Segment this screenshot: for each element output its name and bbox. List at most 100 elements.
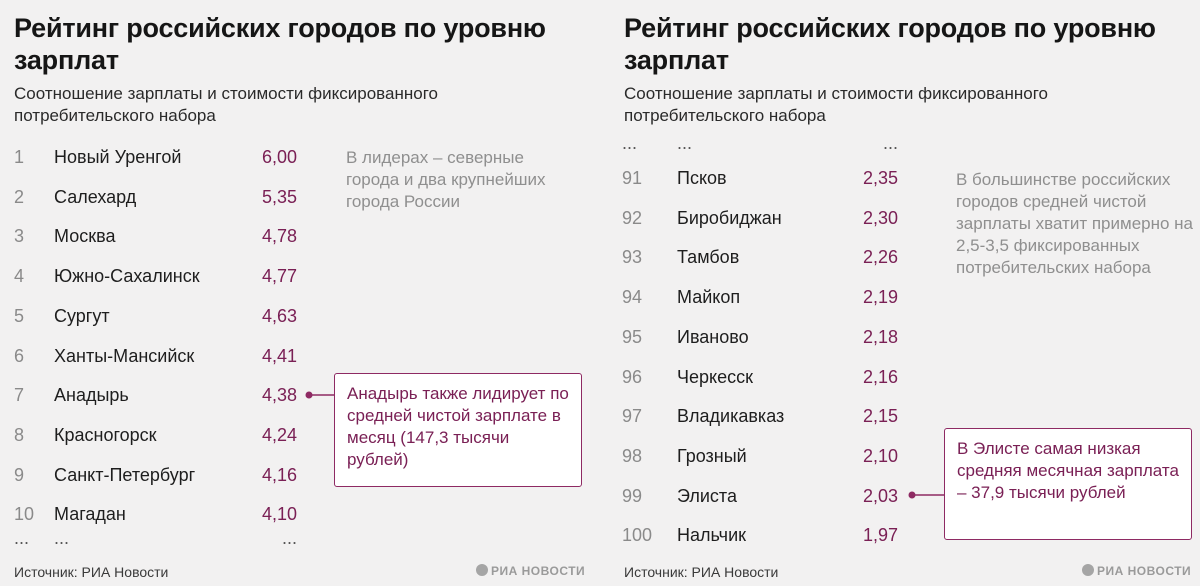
table-row: 97 Владикавказ 2,15 [610,403,940,429]
ria-logo-text: РИА НОВОСТИ [1097,564,1192,578]
table-row: 1 Новый Уренгой 6,00 [0,144,330,170]
rank-label: 7 [14,385,25,406]
callout-anadyr: Анадырь также лидирует по средней чистой… [334,373,582,487]
city-label: Элиста [677,485,737,506]
city-label: ... [54,528,70,548]
table-row: 2 Салехард 5,35 [0,184,330,210]
chart-title: Рейтинг российских городов по уровню зар… [14,13,546,75]
value-label: 4,38 [261,385,297,406]
city-label: Салехард [54,186,137,207]
table-row: 91 Псков 2,35 [610,165,940,191]
city-label: Грозный [677,445,747,466]
rank-label: 10 [14,504,35,525]
city-label: Магадан [54,504,126,525]
value-label: 2,15 [862,406,898,427]
value-label: ... [882,133,898,153]
ria-logo: РИА НОВОСТИ [1082,564,1191,578]
city-label: Москва [54,226,116,247]
rank-label: 5 [14,305,25,326]
value-label: 4,41 [261,345,297,366]
value-label: 2,16 [862,366,898,387]
chart-subtitle: Соотношение зарплаты и стоимости фиксиро… [624,84,1048,125]
ellipsis-row: ......... [0,528,330,554]
table-row: 98 Грозный 2,10 [610,443,940,469]
ria-logo: РИА НОВОСТИ [476,564,585,578]
city-label: Владикавказ [677,406,785,427]
city-label: Псков [677,168,727,188]
rank-label: 91 [622,168,643,188]
table-row: 92 Биробиджан 2,30 [610,205,940,231]
table-row: 93 Тамбов 2,26 [610,244,940,270]
value-label: 4,24 [261,424,297,445]
left-panel: Рейтинг российских городов по уровню зар… [0,0,590,586]
city-label: Санкт-Петербург [54,464,196,485]
table-row: 96 Черкесск 2,16 [610,364,940,390]
rank-label: 98 [622,445,643,466]
value-label: 2,35 [862,168,898,188]
city-label: Ханты-Мансийск [54,345,195,366]
ranking-table-top: 1 Новый Уренгой 6,00 2 Салехард 5,35 3 Москва 4,… [0,0,330,586]
table-row: 4 Южно-Сахалинск 4,77 [0,263,330,289]
city-label: Сургут [54,305,110,326]
table-row: 94 Майкоп 2,19 [610,284,940,310]
table-row: 100 Нальчик 1,97 [610,522,940,548]
city-label: Иваново [677,326,749,347]
city-label: Черкесск [677,366,753,387]
value-label: 4,63 [261,305,297,326]
rank-label: 94 [622,287,643,308]
rank-label: 99 [622,485,643,506]
table-row: 7 Анадырь 4,38 [0,382,330,408]
ria-logo-icon [1082,564,1094,576]
rank-label: 1 [14,147,25,167]
value-label: 6,00 [261,147,297,167]
ellipsis-row: ......... [610,133,940,159]
rank-label: 9 [14,464,25,485]
value-label: 4,77 [261,266,297,287]
value-label: 2,26 [862,247,898,268]
chart-subtitle: Соотношение зарплаты и стоимости фиксиро… [14,84,438,125]
rank-label: 92 [622,207,643,228]
city-label: Нальчик [677,525,746,546]
value-label: 5,35 [261,186,297,207]
value-label: 2,03 [862,485,898,506]
value-label: 2,10 [862,445,898,466]
city-label: Майкоп [677,287,741,308]
rank-label: 3 [14,226,25,247]
rank-label: 95 [622,326,643,347]
value-label: 4,78 [261,226,297,247]
callout-elista: В Элисте самая низкая средняя месячная з… [944,428,1192,540]
majority-note: В большинстве российских городов средней… [956,170,1194,277]
callout-leader-anadyr [305,391,334,399]
table-row: 3 Москва 4,78 [0,223,330,249]
ria-logo-text: РИА НОВОСТИ [491,564,586,578]
rank-label: 96 [622,366,643,387]
rank-label: 93 [622,247,643,268]
leaders-note: В лидерах – северные города и два крупне… [346,148,546,211]
city-label: Тамбов [677,247,740,268]
rank-label: 100 [622,525,653,546]
city-label: Биробиджан [677,207,782,228]
value-label: 2,30 [862,207,898,228]
value-label: 4,10 [261,504,297,525]
city-label: Анадырь [54,385,129,406]
table-row: 6 Ханты-Мансийск 4,41 [0,343,330,369]
ranking-table-bottom: ......... 91 Псков 2,35 92 Биробиджан 2,30 93 Та… [610,0,940,586]
table-row: 9 Санкт-Петербург 4,16 [0,462,330,488]
table-row: 95 Иваново 2,18 [610,324,940,350]
rank-label: ... [622,133,638,153]
rank-label: 6 [14,345,25,366]
value-label: 4,16 [261,464,297,485]
value-label: ... [281,528,297,548]
chart-title: Рейтинг российских городов по уровню зар… [624,13,1156,75]
city-label: ... [677,133,693,153]
ria-logo-icon [476,564,488,576]
value-label: 2,19 [862,287,898,308]
rank-label: 97 [622,406,643,427]
right-panel: Рейтинг российских городов по уровню зар… [610,0,1200,586]
city-label: Красногорск [54,424,157,445]
source-label: Источник: РИА Новости [14,564,169,580]
source-label: Источник: РИА Новости [624,564,779,580]
table-row: 99 Элиста 2,03 [610,483,940,509]
table-row: 8 Красногорск 4,24 [0,422,330,448]
city-label: Южно-Сахалинск [54,266,200,287]
